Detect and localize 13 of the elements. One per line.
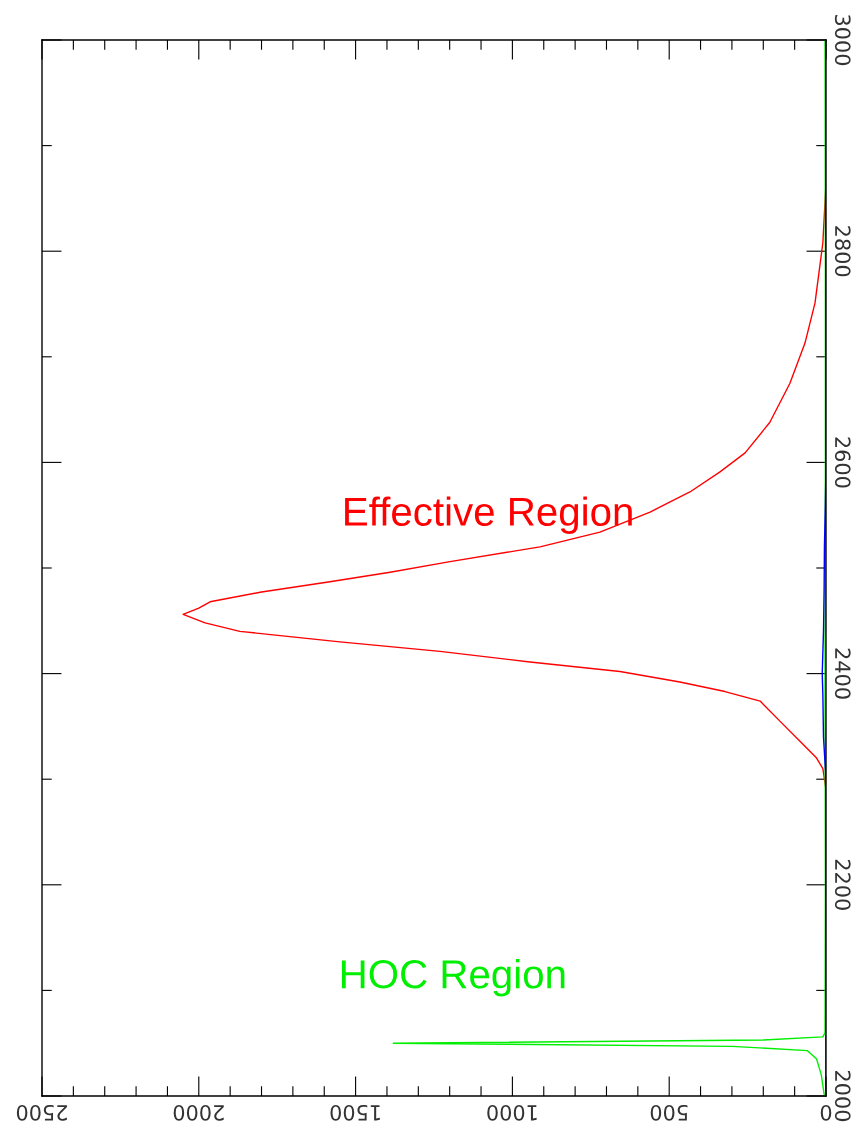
x-tick-label: 2000 bbox=[173, 1104, 224, 1121]
x-tick-label: 0 bbox=[820, 1104, 832, 1121]
x-tick-label: 1500 bbox=[330, 1104, 380, 1121]
y-tick-label: 2800 bbox=[834, 226, 851, 277]
annotation: HOC Region bbox=[341, 958, 565, 997]
x-tick-label: 1000 bbox=[487, 1104, 537, 1121]
annotation: Effective Region bbox=[345, 496, 632, 534]
y-tick-label: 2600 bbox=[834, 437, 851, 488]
y-tick-label: 3000 bbox=[834, 15, 851, 66]
y-tick-label: 2400 bbox=[834, 648, 851, 699]
x-tick-label: 2500 bbox=[16, 1104, 67, 1121]
y-tick-label: 2200 bbox=[834, 859, 851, 910]
x-tick-label: 500 bbox=[650, 1104, 688, 1121]
